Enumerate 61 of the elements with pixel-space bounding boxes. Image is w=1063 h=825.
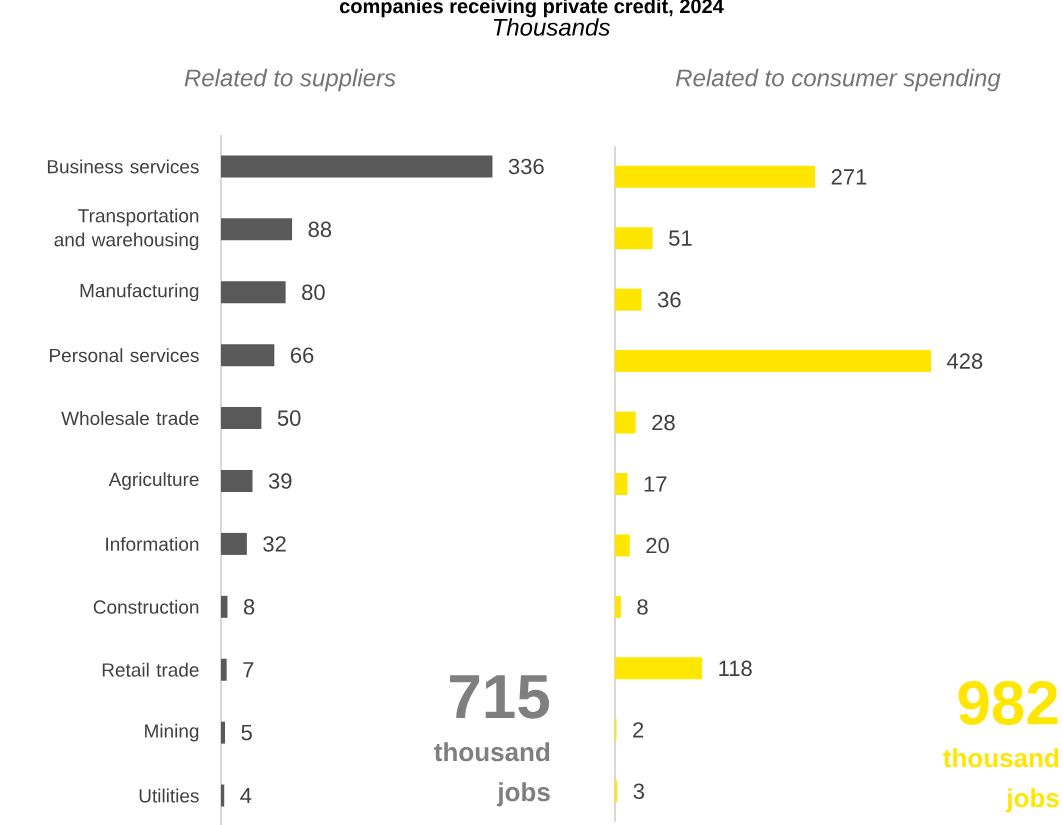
bar [615, 411, 636, 434]
text: thousand jobs [943, 748, 1059, 813]
bar [221, 218, 293, 241]
bar [221, 344, 275, 367]
bar [221, 595, 228, 618]
data-label: 271 [831, 169, 867, 185]
bar [221, 407, 262, 430]
data-label: 5 [241, 724, 252, 741]
y-tick-label: Retail trade [102, 662, 199, 677]
data-label: 32 [263, 536, 286, 552]
data-label: 88 [308, 221, 332, 238]
bar [615, 165, 816, 188]
y-tick-label: Personal services [50, 348, 199, 363]
text: Related to consumer spending [675, 68, 1001, 92]
y-tick-label: Utilities [139, 788, 199, 803]
data-label: 17 [644, 476, 667, 492]
y-tick-label: Mining [145, 723, 199, 742]
bar [615, 227, 653, 250]
y-tick-label: Construction [93, 599, 199, 614]
text: 982 [958, 681, 1058, 725]
bar [615, 473, 628, 495]
data-label: 28 [652, 414, 675, 431]
bar [221, 281, 286, 304]
bar [615, 780, 618, 803]
annotation: thousand jobs [434, 742, 550, 807]
data-label: 80 [302, 284, 325, 301]
y-tick-label: Transportation and warehousing [54, 208, 199, 251]
bar [615, 350, 931, 373]
bar [221, 532, 247, 555]
bar [615, 288, 642, 311]
text: Thousands [493, 18, 610, 36]
data-label: 7 [243, 662, 254, 678]
bar [221, 470, 253, 492]
data-label: 118 [719, 660, 752, 677]
text: Related to suppliers [184, 68, 396, 92]
data-label: 36 [657, 291, 681, 308]
data-label: 20 [646, 537, 669, 554]
bar [221, 721, 226, 744]
data-label: 8 [243, 599, 255, 615]
y-tick-label: Information [106, 536, 199, 551]
data-label: 428 [947, 353, 983, 369]
y-tick-label: Manufacturing [80, 283, 199, 302]
bar [615, 534, 630, 557]
data-label: 2 [633, 722, 644, 738]
data-label: 336 [508, 158, 544, 175]
y-tick-label: Business services [47, 159, 199, 174]
bar [221, 155, 493, 178]
data-label: 51 [669, 230, 692, 246]
bar [221, 784, 225, 807]
y-tick-label: Wholesale trade [61, 411, 199, 426]
y-tick-label: Agriculture [108, 472, 199, 490]
data-label: 3 [633, 783, 645, 800]
data-label: 39 [268, 473, 292, 489]
data-label: 50 [277, 410, 301, 426]
bar [615, 657, 703, 680]
bar [221, 658, 227, 681]
annotation: 715 [450, 675, 550, 719]
bar [615, 595, 621, 618]
data-label: 4 [240, 787, 252, 804]
data-label: 8 [637, 599, 648, 615]
data-label: 66 [290, 347, 314, 363]
